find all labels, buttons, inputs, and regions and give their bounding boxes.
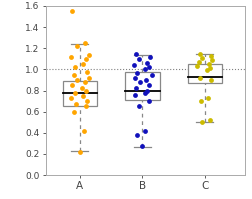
Point (78, 150, 82, 153)
Point (206, 62, 210, 66)
Point (195, 65, 199, 68)
Point (140, 144, 144, 147)
Point (134, 52, 138, 55)
Point (85, 100, 89, 103)
Point (200, 121, 204, 124)
Point (86, 53, 90, 56)
Point (73, 66, 77, 69)
Point (204, 69, 208, 72)
Point (208, 54, 212, 57)
Point (143, 78, 147, 82)
Point (196, 60, 200, 64)
Point (69, 96, 73, 100)
Point (135, 71, 139, 74)
Point (71, 73, 75, 76)
Point (142, 129, 146, 132)
Point (84, 89, 88, 92)
Point (207, 67, 211, 70)
Point (70, 10, 74, 13)
Point (81, 62, 85, 66)
Point (146, 84, 150, 87)
Point (197, 52, 201, 55)
Point (209, 58, 213, 61)
Point (71, 110, 75, 113)
FancyBboxPatch shape (62, 81, 97, 106)
Point (146, 66, 150, 69)
Point (205, 96, 209, 100)
Point (83, 41, 87, 45)
FancyBboxPatch shape (187, 64, 221, 83)
Point (134, 87, 138, 90)
Point (73, 91, 77, 94)
Point (70, 84, 74, 87)
Point (136, 105, 140, 108)
Point (79, 87, 83, 90)
Point (146, 100, 150, 103)
Point (81, 129, 85, 132)
Point (68, 55, 72, 58)
Point (74, 78, 78, 82)
Point (135, 133, 139, 137)
Point (137, 80, 141, 84)
Point (132, 76, 136, 79)
Point (208, 78, 212, 82)
Point (149, 73, 153, 76)
Point (199, 56, 203, 59)
Point (143, 91, 147, 94)
Point (84, 57, 88, 60)
Point (143, 68, 147, 71)
Point (207, 119, 211, 122)
Point (137, 57, 141, 60)
Point (132, 93, 136, 96)
Point (83, 105, 87, 108)
Point (85, 70, 89, 73)
Point (145, 61, 149, 65)
Point (131, 63, 135, 67)
Point (197, 76, 201, 79)
Point (147, 55, 151, 58)
Point (83, 80, 87, 84)
Point (87, 76, 91, 79)
Point (145, 89, 149, 92)
Point (198, 100, 202, 103)
Point (74, 45, 78, 48)
FancyBboxPatch shape (125, 72, 159, 100)
Point (81, 94, 85, 98)
Point (74, 103, 78, 106)
